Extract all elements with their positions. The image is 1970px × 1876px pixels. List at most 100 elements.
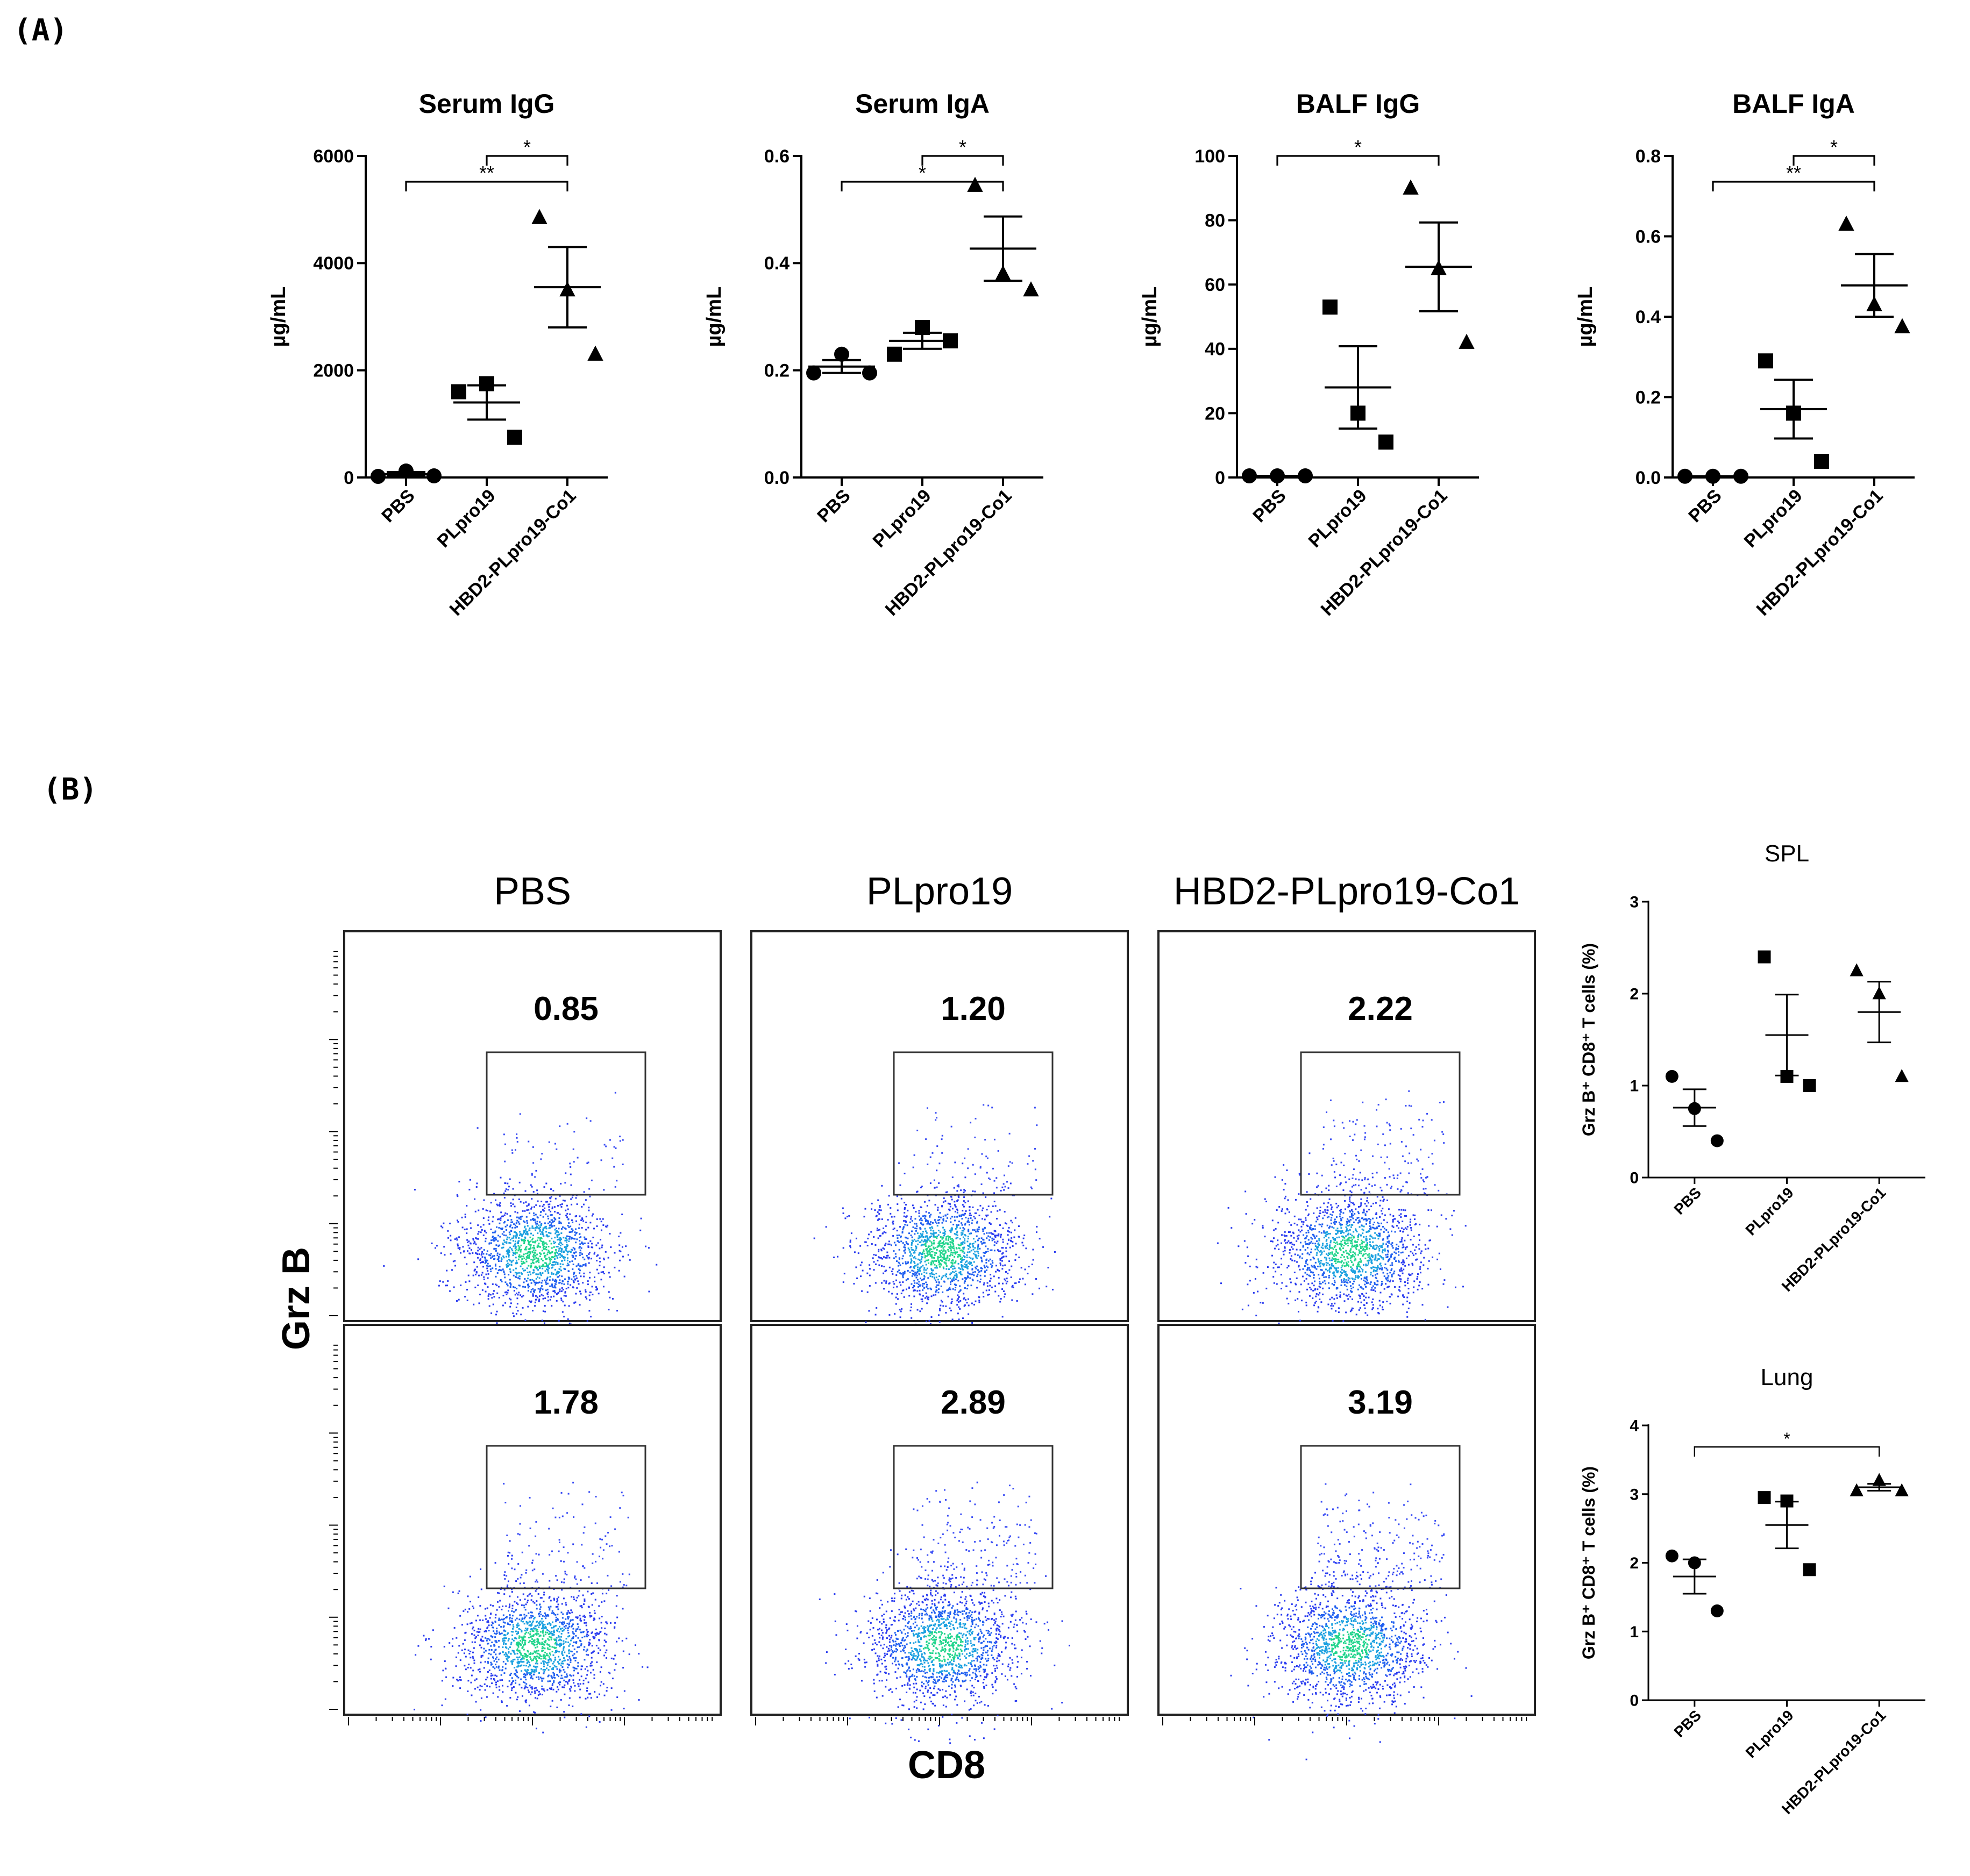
flow-event xyxy=(909,1221,911,1223)
flow-event xyxy=(925,1259,927,1261)
flow-event xyxy=(930,1244,933,1246)
flow-event xyxy=(1389,1143,1391,1145)
flow-event xyxy=(990,1249,992,1251)
flow-event xyxy=(911,1236,913,1238)
flow-event xyxy=(1290,1242,1292,1244)
flow-event xyxy=(566,1212,568,1215)
flow-event xyxy=(942,1226,944,1229)
flow-event xyxy=(1035,1278,1037,1280)
flow-event xyxy=(512,1188,514,1190)
flow-event xyxy=(536,1246,538,1249)
flow-event xyxy=(503,1270,505,1272)
flow-event xyxy=(1290,1281,1292,1283)
flow-event xyxy=(933,1239,935,1242)
flow-event xyxy=(493,1255,495,1257)
flow-event xyxy=(1333,1246,1335,1249)
flow-event xyxy=(1420,1261,1422,1264)
flow-event xyxy=(585,1238,587,1240)
flow-event xyxy=(904,1249,906,1251)
flow-event xyxy=(1320,1282,1322,1285)
flow-event xyxy=(573,1281,575,1283)
flow-event xyxy=(492,1231,494,1233)
flow-event xyxy=(1006,1181,1008,1183)
flow-event xyxy=(1335,1288,1338,1290)
flow-event xyxy=(553,1289,556,1292)
flow-event xyxy=(920,1253,922,1255)
flow-event xyxy=(926,1252,928,1254)
flow-event xyxy=(1350,1261,1353,1263)
flow-event xyxy=(1363,1304,1366,1307)
flow-event xyxy=(926,1107,928,1109)
flow-event xyxy=(951,1238,954,1240)
flow-event xyxy=(556,1252,558,1254)
y-tick-label: 0.0 xyxy=(764,468,790,488)
flow-event xyxy=(991,1249,993,1251)
flow-event xyxy=(1338,1307,1340,1309)
flow-event xyxy=(985,1245,987,1247)
flow-event xyxy=(574,1238,576,1240)
flow-event xyxy=(542,1233,544,1236)
flow-event xyxy=(497,1269,500,1272)
flow-event xyxy=(560,1254,562,1256)
flow-event xyxy=(1323,1230,1325,1232)
flow-event xyxy=(1336,1270,1339,1272)
flow-event xyxy=(955,1261,957,1264)
flow-event xyxy=(1404,1160,1406,1162)
flow-event xyxy=(893,1216,895,1218)
flow-event xyxy=(1345,1274,1347,1276)
flow-event xyxy=(957,1313,959,1315)
flow-event xyxy=(1275,1245,1277,1247)
flow-event xyxy=(522,1286,524,1288)
flow-event xyxy=(1340,1182,1342,1184)
flow-event xyxy=(1050,1197,1052,1200)
flow-event xyxy=(530,1219,532,1221)
flow-event xyxy=(504,1143,506,1145)
flow-event xyxy=(1231,1227,1233,1229)
flow-event xyxy=(1357,1185,1360,1187)
flow-event xyxy=(517,1240,520,1243)
flow-event xyxy=(924,1260,926,1262)
flow-event xyxy=(503,1222,505,1224)
flow-event xyxy=(962,1233,964,1236)
flow-event xyxy=(977,1245,979,1247)
flow-event xyxy=(973,1229,976,1231)
flow-event xyxy=(836,1256,838,1258)
flow-event xyxy=(989,1178,991,1180)
flow-event xyxy=(913,1266,915,1268)
flow-event xyxy=(1298,1265,1300,1267)
flow-event xyxy=(530,1262,532,1265)
flow-event xyxy=(563,1251,565,1253)
flow-event xyxy=(922,1285,924,1287)
flow-event xyxy=(1305,1209,1307,1211)
flow-event xyxy=(954,1249,956,1251)
flow-event xyxy=(1001,1316,1004,1318)
flow-event xyxy=(592,1213,594,1215)
flow-event xyxy=(494,1258,496,1260)
flow-event xyxy=(515,1222,517,1224)
flow-event xyxy=(553,1206,556,1208)
flow-event xyxy=(1335,1268,1338,1271)
flow-event xyxy=(949,1254,951,1257)
flow-event xyxy=(975,1267,977,1269)
flow-event xyxy=(1293,1237,1295,1239)
flow-event xyxy=(532,1310,534,1312)
flow-event xyxy=(1297,1238,1299,1240)
flow-event xyxy=(908,1295,911,1297)
flow-event xyxy=(1407,1234,1409,1236)
flow-event xyxy=(999,1258,1001,1260)
flow-event xyxy=(1381,1268,1383,1271)
flow-event xyxy=(559,1195,561,1197)
flow-event xyxy=(1397,1227,1399,1229)
flow-event xyxy=(502,1295,504,1297)
flow-event xyxy=(553,1243,555,1245)
flow-event xyxy=(926,1302,928,1304)
flow-event xyxy=(478,1231,480,1233)
flow-event xyxy=(1322,1126,1325,1128)
flow-event xyxy=(1404,1239,1406,1242)
flow-event xyxy=(1346,1256,1348,1258)
flow-event xyxy=(864,1208,866,1210)
flow-event xyxy=(1326,1111,1328,1114)
flow-event xyxy=(911,1220,913,1222)
flow-event xyxy=(939,1309,941,1311)
flow-event xyxy=(898,1234,900,1236)
